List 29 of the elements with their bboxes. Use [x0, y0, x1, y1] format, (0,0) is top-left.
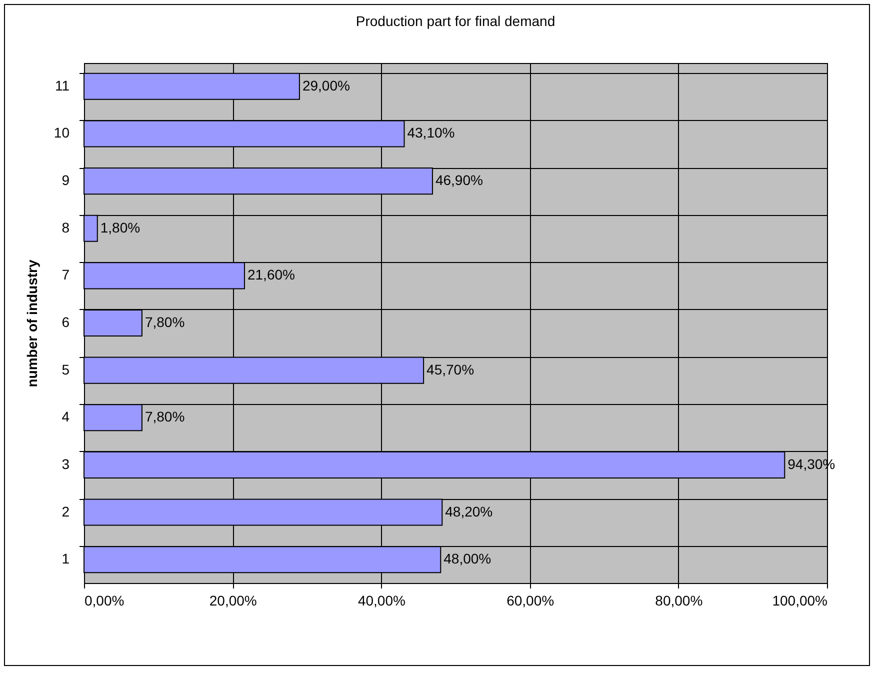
- data-label: 48,00%: [444, 550, 492, 567]
- x-tick-label: 80,00%: [655, 592, 703, 608]
- data-label: 1,80%: [100, 219, 140, 236]
- y-tick-label: 2: [62, 503, 70, 520]
- x-tick-label: 20,00%: [209, 592, 257, 608]
- y-axis-title: number of industry: [24, 260, 40, 388]
- data-label: 7,80%: [144, 408, 185, 425]
- data-label: 46,90%: [435, 172, 483, 188]
- y-tick-label: 3: [62, 456, 70, 472]
- x-tick-label: 0,00%: [84, 592, 124, 608]
- y-tick-label: 7: [62, 266, 70, 283]
- y-tick-label: 11: [54, 77, 70, 94]
- data-label: 7,80%: [144, 314, 185, 330]
- y-tick-label: 9: [62, 172, 70, 188]
- data-label: 43,10%: [407, 124, 455, 141]
- y-tick-label: 10: [54, 124, 70, 141]
- y-tick-label: 6: [62, 314, 70, 330]
- data-label: 45,70%: [426, 361, 474, 378]
- y-tick-label: 4: [62, 408, 70, 425]
- y-tick-label: 8: [62, 219, 70, 236]
- data-label: 48,20%: [445, 503, 493, 520]
- x-tick-label: 60,00%: [506, 592, 554, 608]
- x-tick-label: 40,00%: [358, 592, 406, 608]
- y-tick-label: 5: [62, 361, 70, 378]
- y-tick-label: 1: [62, 550, 70, 567]
- x-tick-label: 100,00%: [772, 592, 828, 608]
- data-label: 21,60%: [247, 266, 295, 283]
- chart-title: Production part for final demand: [356, 13, 556, 29]
- data-label: 29,00%: [302, 77, 350, 94]
